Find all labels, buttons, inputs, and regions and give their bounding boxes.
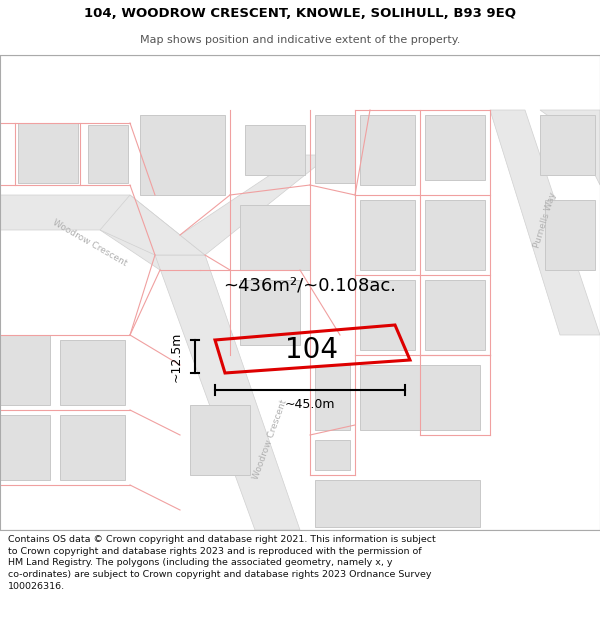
Polygon shape bbox=[360, 200, 415, 270]
Polygon shape bbox=[190, 405, 250, 475]
Polygon shape bbox=[360, 280, 415, 350]
Polygon shape bbox=[100, 195, 205, 255]
Text: Contains OS data © Crown copyright and database right 2021. This information is : Contains OS data © Crown copyright and d… bbox=[8, 535, 436, 591]
Polygon shape bbox=[240, 280, 300, 345]
Polygon shape bbox=[540, 110, 600, 185]
Polygon shape bbox=[425, 200, 485, 270]
Polygon shape bbox=[315, 480, 480, 527]
Polygon shape bbox=[180, 155, 330, 255]
Polygon shape bbox=[140, 115, 225, 195]
Polygon shape bbox=[490, 110, 600, 335]
Text: 104, WOODROW CRESCENT, KNOWLE, SOLIHULL, B93 9EQ: 104, WOODROW CRESCENT, KNOWLE, SOLIHULL,… bbox=[84, 8, 516, 20]
Text: Woodrow Crescent: Woodrow Crescent bbox=[51, 218, 129, 268]
Text: ~45.0m: ~45.0m bbox=[285, 398, 335, 411]
Polygon shape bbox=[88, 125, 128, 183]
Text: 104: 104 bbox=[285, 336, 338, 364]
Polygon shape bbox=[545, 200, 595, 270]
Text: Woodrow Crescent: Woodrow Crescent bbox=[251, 399, 289, 481]
Text: Purnells Way: Purnells Way bbox=[532, 191, 558, 249]
Text: Map shows position and indicative extent of the property.: Map shows position and indicative extent… bbox=[140, 34, 460, 44]
Polygon shape bbox=[315, 365, 350, 430]
Polygon shape bbox=[360, 365, 480, 430]
Text: ~12.5m: ~12.5m bbox=[170, 331, 183, 382]
Polygon shape bbox=[315, 115, 355, 183]
Polygon shape bbox=[155, 255, 300, 530]
Polygon shape bbox=[540, 115, 595, 175]
Polygon shape bbox=[60, 340, 125, 405]
Polygon shape bbox=[425, 115, 485, 180]
Polygon shape bbox=[0, 335, 50, 405]
Polygon shape bbox=[240, 205, 310, 270]
Polygon shape bbox=[0, 415, 50, 480]
Polygon shape bbox=[18, 123, 78, 183]
Text: ~436m²/~0.108ac.: ~436m²/~0.108ac. bbox=[223, 276, 397, 294]
Polygon shape bbox=[360, 115, 415, 185]
Polygon shape bbox=[245, 125, 305, 175]
Polygon shape bbox=[0, 195, 200, 295]
Polygon shape bbox=[60, 415, 125, 480]
Polygon shape bbox=[425, 280, 485, 350]
Polygon shape bbox=[315, 440, 350, 470]
